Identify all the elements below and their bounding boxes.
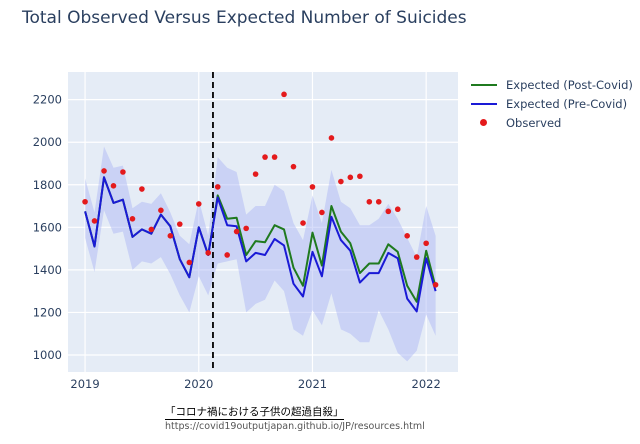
y-tick-label: 1800: [33, 178, 62, 192]
x-tick-label: 2022: [412, 377, 441, 391]
source-title: 「コロナ禍における子供の超過自殺」: [165, 406, 344, 420]
observed-point: [347, 174, 354, 181]
observed-point: [423, 240, 429, 247]
series-layer: [84, 176, 437, 313]
observed-point: [366, 198, 373, 205]
observed-point: [195, 201, 202, 207]
observed-point: [357, 173, 363, 180]
observed-point: [404, 233, 410, 239]
observed-point: [120, 169, 126, 175]
observed-point: [233, 228, 240, 235]
observed-point: [432, 281, 439, 288]
observed-point: [110, 183, 117, 189]
observed-point: [243, 225, 249, 232]
observed-point: [300, 220, 306, 226]
legend-label-observed: Observed: [506, 116, 562, 130]
plot-background: [68, 72, 458, 372]
legend: Expected (Post-Covid) Expected (Pre-Covi…: [470, 76, 633, 133]
grid-layer: [68, 72, 458, 372]
observed-point: [281, 91, 287, 98]
source-url[interactable]: https://covid19outputjapan.github.io/JP/…: [165, 421, 425, 432]
observed-point: [101, 168, 107, 174]
observed-point: [139, 186, 145, 192]
y-tick-label: 1000: [33, 348, 62, 362]
observed-point: [309, 184, 316, 190]
observed-point: [328, 135, 335, 141]
tick-layer: 1000 1200 1400 1600 1800 2000 2200 2019 2020 2021…: [33, 93, 441, 391]
legend-swatch-observed: [470, 116, 498, 130]
chart-title: Total Observed Versus Expected Number of…: [22, 8, 467, 28]
legend-item-post-covid[interactable]: Expected (Post-Covid): [470, 76, 633, 94]
observed-point: [224, 252, 230, 258]
observed-point: [91, 218, 98, 224]
observed-point: [167, 233, 174, 239]
y-tick-label: 2200: [33, 93, 62, 107]
observed-point: [129, 216, 136, 222]
x-tick-label: 2019: [70, 377, 99, 391]
observed-point: [158, 207, 164, 214]
observed-point: [205, 250, 211, 256]
x-tick-label: 2021: [298, 377, 327, 391]
observed-point: [82, 198, 88, 205]
observed-point: [385, 208, 392, 215]
observed-point: [413, 254, 420, 260]
x-tick-label: 2020: [184, 377, 213, 391]
y-tick-label: 1600: [33, 220, 62, 234]
observed-point: [214, 184, 221, 190]
legend-item-pre-covid[interactable]: Expected (Pre-Covid): [470, 95, 633, 113]
observed-point: [271, 154, 278, 160]
legend-swatch-pre-covid: [470, 97, 498, 111]
observed-point: [176, 221, 183, 227]
legend-label-pre-covid: Expected (Pre-Covid): [506, 97, 628, 111]
observed-point: [375, 198, 382, 205]
y-tick-label: 1200: [33, 305, 62, 319]
observed-point: [186, 259, 193, 266]
observed-point: [290, 163, 297, 170]
legend-label-post-covid: Expected (Post-Covid): [506, 78, 633, 92]
observed-point: [262, 154, 268, 160]
legend-swatch-post-covid: [470, 78, 498, 92]
y-tick-label: 2000: [33, 135, 62, 149]
observed-point: [319, 209, 325, 216]
observed-point: [394, 206, 401, 213]
legend-item-observed[interactable]: Observed: [470, 114, 633, 132]
y-tick-label: 1400: [33, 263, 62, 277]
series-line-expected-pre-covid: [84, 176, 437, 313]
observed-point: [148, 226, 155, 233]
observed-point: [338, 178, 344, 185]
marker-layer: [82, 91, 439, 288]
observed-point: [252, 171, 259, 177]
